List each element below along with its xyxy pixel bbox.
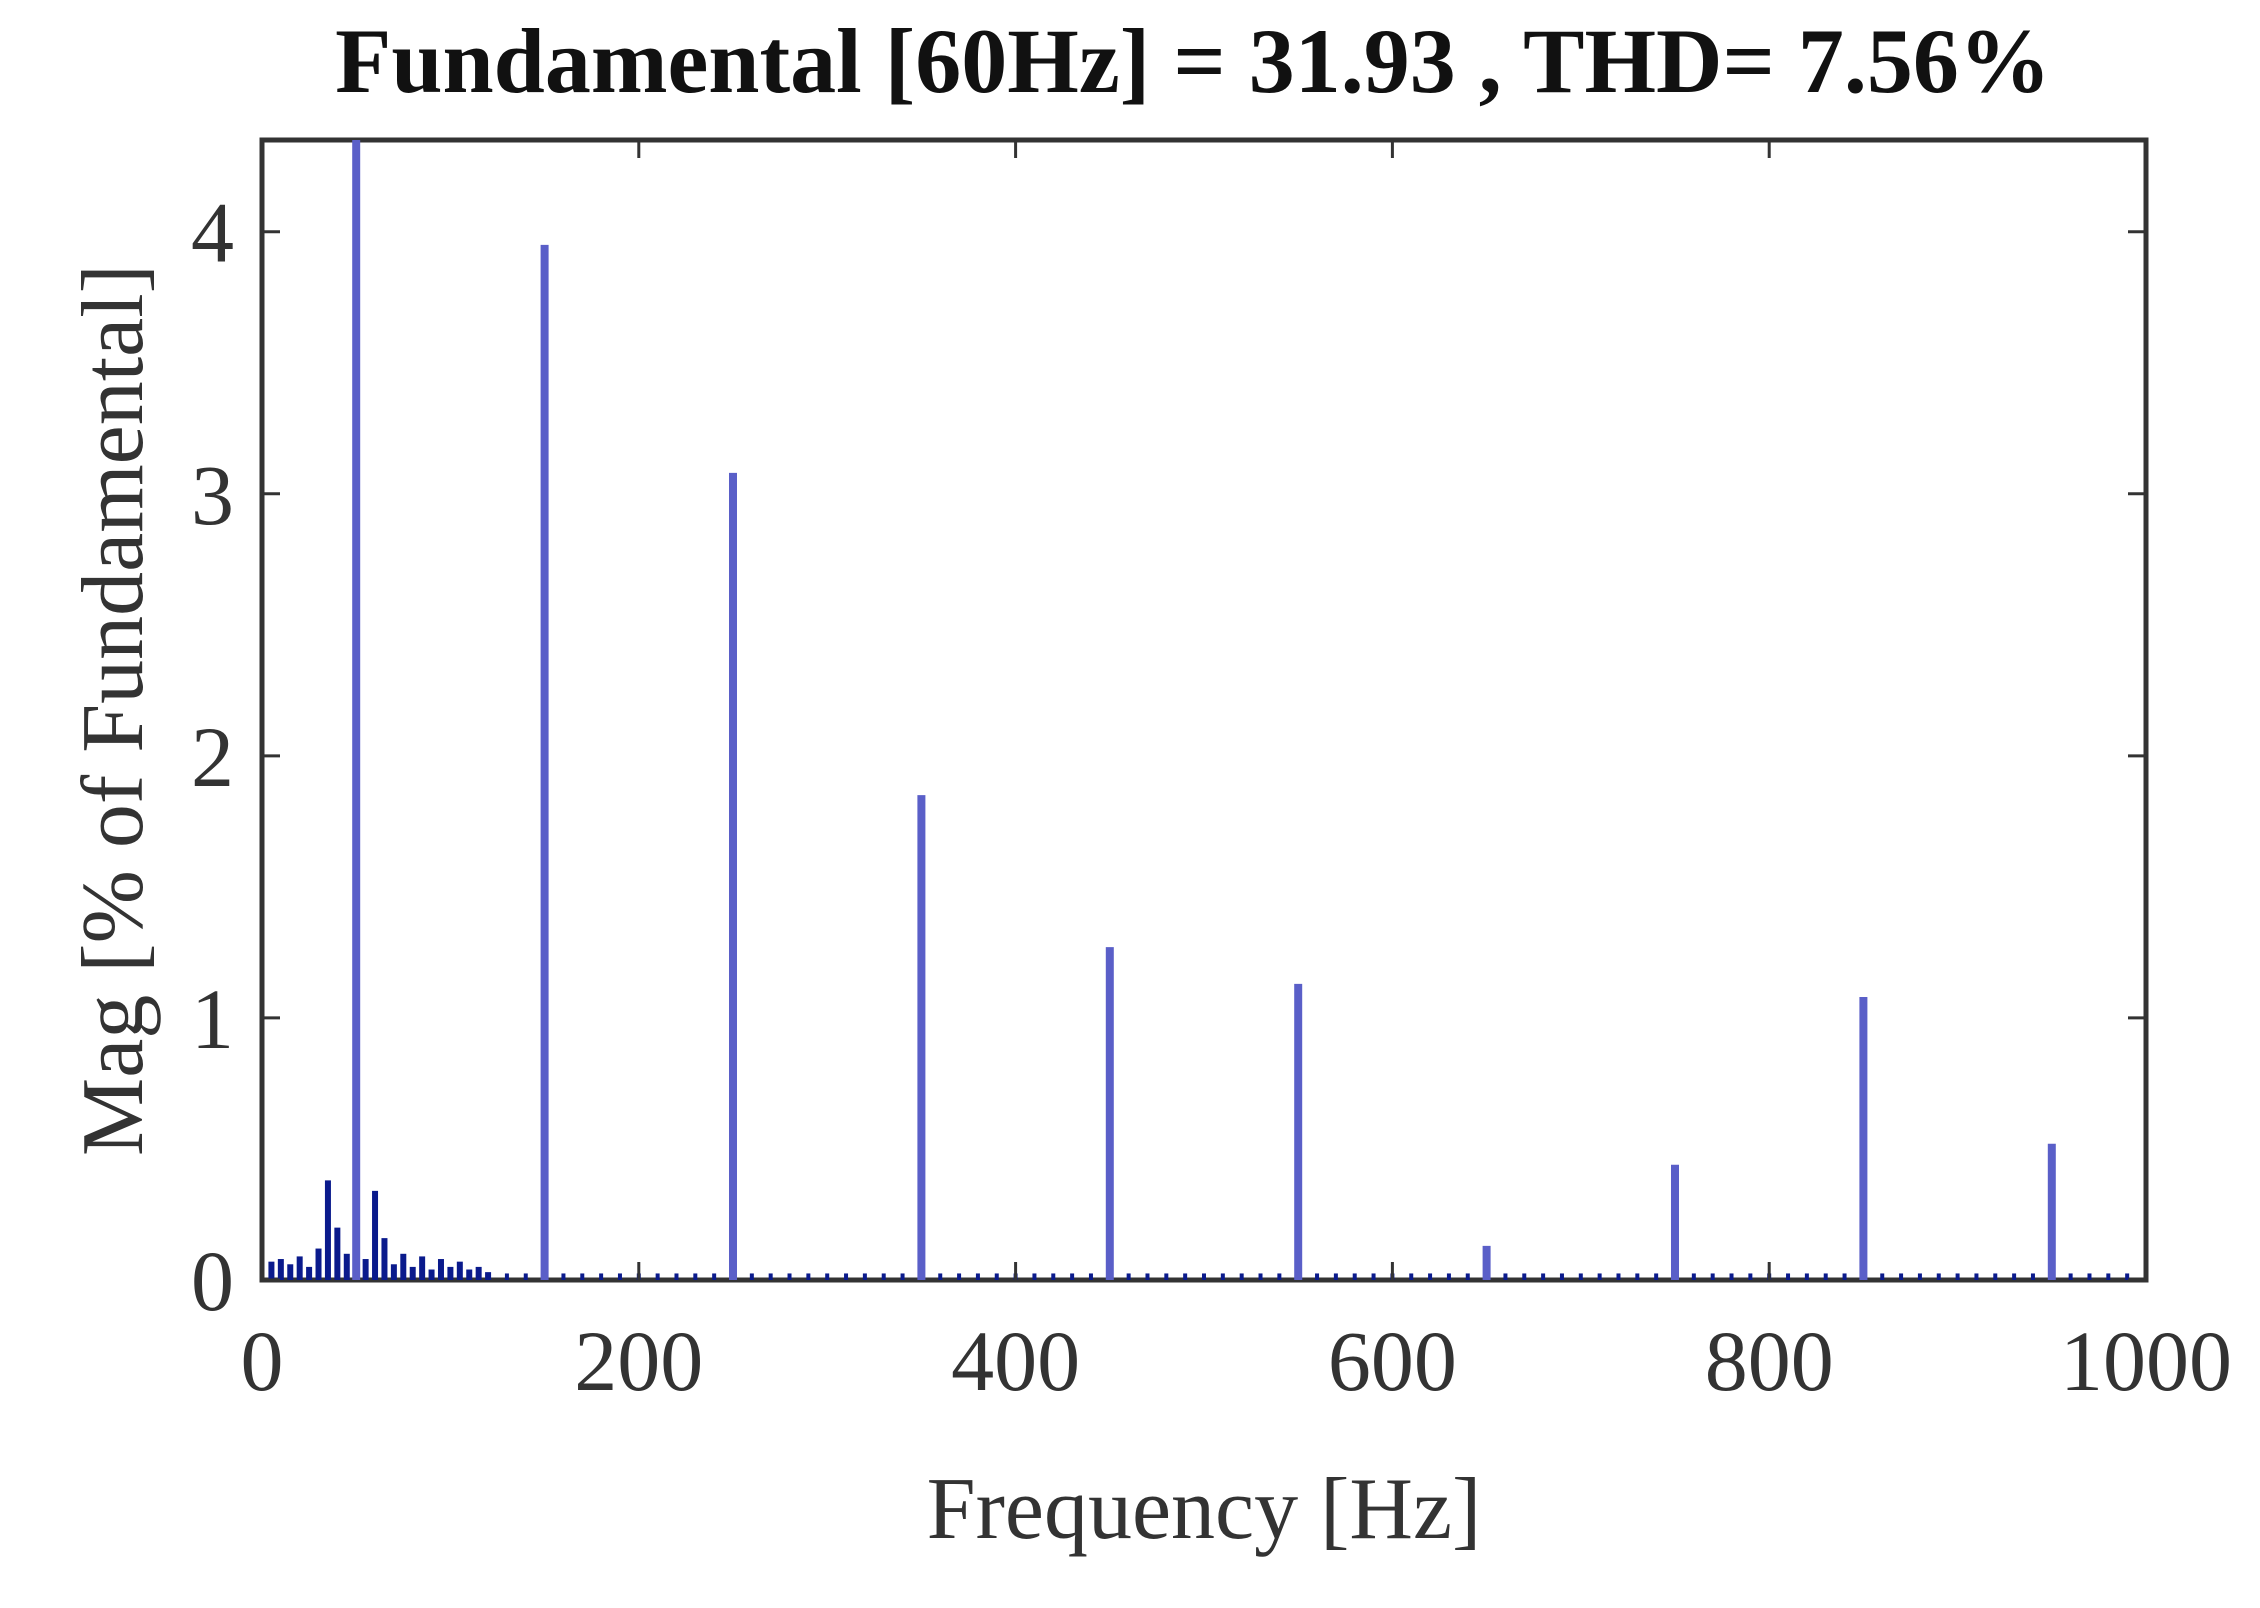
chart-title: Fundamental [60Hz] = 31.93 , THD= 7.56% — [335, 10, 2051, 112]
x-tick-label: 400 — [951, 1313, 1080, 1409]
y-tick-label: 2 — [191, 709, 234, 805]
x-tick-label: 0 — [241, 1313, 284, 1409]
x-tick-label: 800 — [1705, 1313, 1834, 1409]
plot-area — [259, 137, 2149, 1283]
y-tick-label: 4 — [191, 185, 234, 281]
y-tick-label: 1 — [191, 971, 234, 1067]
y-tick-label: 3 — [191, 447, 234, 543]
y-tick-label: 0 — [191, 1233, 234, 1329]
x-tick-label: 200 — [574, 1313, 703, 1409]
x-tick-label: 600 — [1328, 1313, 1457, 1409]
bars-layer — [268, 140, 2130, 1280]
ticks-layer — [260, 140, 2148, 1282]
x-tick-label: 1000 — [2060, 1313, 2232, 1409]
x-axis-label: Frequency [Hz] — [927, 1461, 1482, 1558]
y-axis-label: Mag [% of Fundamental] — [65, 264, 162, 1156]
tick-labels: 0 200 400 600 800 1000 0 1 2 3 4 — [191, 185, 2232, 1409]
